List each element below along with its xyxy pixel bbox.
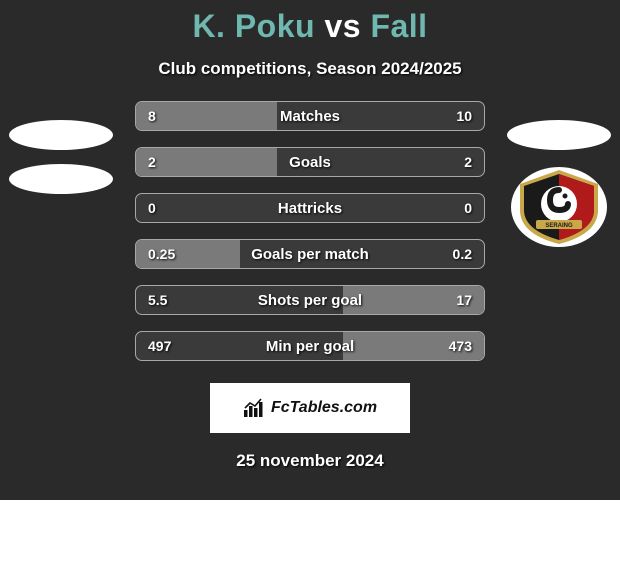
vs-label: vs bbox=[324, 8, 361, 44]
stat-value-left: 0.25 bbox=[148, 246, 175, 262]
stat-value-right: 0 bbox=[464, 200, 472, 216]
stat-row: 497 Min per goal 473 bbox=[135, 331, 485, 361]
stat-value-left: 497 bbox=[148, 338, 171, 354]
brand-badge: FcTables.com bbox=[210, 383, 410, 433]
stats-rows: 8 Matches 10 2 Goals 2 0 Hattricks 0 0.25 Goals pe… bbox=[135, 101, 485, 361]
chart-icon bbox=[243, 398, 265, 418]
club-logo-placeholder bbox=[9, 120, 113, 150]
club-logo-placeholder bbox=[9, 164, 113, 194]
club-logo-placeholder bbox=[507, 120, 611, 150]
player1-name: K. Poku bbox=[192, 8, 315, 44]
stat-value-right: 0.2 bbox=[453, 246, 472, 262]
stat-value-left: 2 bbox=[148, 154, 156, 170]
stat-label: Min per goal bbox=[266, 338, 354, 355]
stat-label: Hattricks bbox=[278, 200, 342, 217]
stat-row: 8 Matches 10 bbox=[135, 101, 485, 131]
stat-fill-left bbox=[136, 148, 277, 176]
stat-label: Matches bbox=[280, 108, 340, 125]
brand-text: FcTables.com bbox=[271, 399, 377, 417]
stat-value-right: 17 bbox=[456, 292, 472, 308]
player1-logos bbox=[6, 120, 116, 194]
stat-value-left: 0 bbox=[148, 200, 156, 216]
stat-fill-left bbox=[136, 102, 277, 130]
stat-label: Goals per match bbox=[251, 246, 369, 263]
seraing-club-badge: SERAING bbox=[510, 166, 608, 248]
stat-row: 5.5 Shots per goal 17 bbox=[135, 285, 485, 315]
stat-value-right: 2 bbox=[464, 154, 472, 170]
stat-label: Goals bbox=[289, 154, 331, 171]
stat-value-left: 5.5 bbox=[148, 292, 167, 308]
stat-label: Shots per goal bbox=[258, 292, 362, 309]
player2-logos: SERAING bbox=[504, 120, 614, 248]
comparison-card: K. Poku vs Fall Club competitions, Seaso… bbox=[0, 0, 620, 500]
footer-date: 25 november 2024 bbox=[0, 451, 620, 471]
player2-name: Fall bbox=[370, 8, 427, 44]
svg-text:SERAING: SERAING bbox=[545, 223, 573, 229]
stat-value-right: 473 bbox=[449, 338, 472, 354]
stat-row: 2 Goals 2 bbox=[135, 147, 485, 177]
title: K. Poku vs Fall bbox=[0, 0, 620, 45]
subtitle: Club competitions, Season 2024/2025 bbox=[0, 59, 620, 79]
stat-row: 0 Hattricks 0 bbox=[135, 193, 485, 223]
stat-value-right: 10 bbox=[456, 108, 472, 124]
stat-value-left: 8 bbox=[148, 108, 156, 124]
stat-row: 0.25 Goals per match 0.2 bbox=[135, 239, 485, 269]
